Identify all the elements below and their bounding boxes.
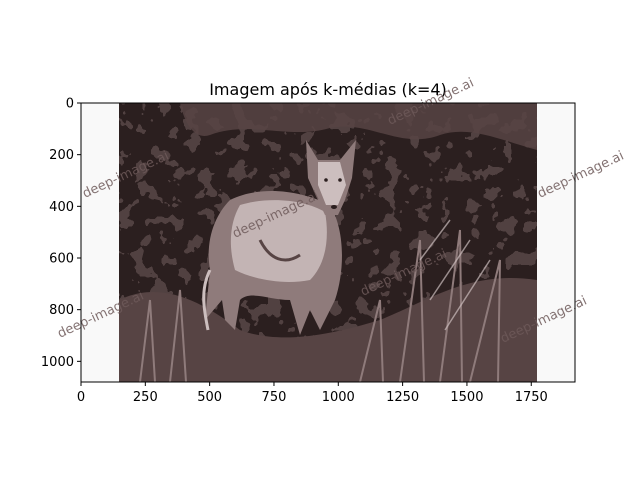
x-tick-label: 1000 — [322, 390, 355, 405]
foliage-top — [180, 103, 537, 150]
x-tick-label: 250 — [133, 390, 158, 405]
x-tick-label: 1750 — [515, 390, 548, 405]
y-axis: 0 200 400 600 800 1000 — [41, 97, 81, 370]
y-tick-label: 1000 — [41, 355, 74, 370]
y-tick-label: 600 — [49, 252, 74, 267]
quantized-photo — [119, 103, 537, 382]
y-tick-label: 0 — [66, 97, 74, 112]
axes-frame — [80, 102, 576, 383]
axes-image-area: deep-image.ai deep-image.ai deep-image.a… — [55, 76, 626, 383]
x-tick-label: 750 — [262, 390, 287, 405]
x-tick-label: 0 — [77, 390, 85, 405]
coyote — [202, 140, 356, 335]
x-tick-label: 1500 — [450, 390, 483, 405]
y-tick-label: 400 — [49, 200, 74, 215]
y-tick-label: 800 — [49, 303, 74, 318]
plot-title: Imagem após k-médias (k=4) — [209, 80, 447, 99]
foreground-grass — [119, 278, 537, 382]
x-tick-label: 1250 — [386, 390, 419, 405]
padding-right — [537, 103, 575, 382]
x-axis: 0 250 500 750 1000 1250 1500 1750 — [77, 382, 548, 405]
padding-left — [81, 103, 119, 382]
y-tick-label: 200 — [49, 148, 74, 163]
x-tick-label: 500 — [197, 390, 222, 405]
